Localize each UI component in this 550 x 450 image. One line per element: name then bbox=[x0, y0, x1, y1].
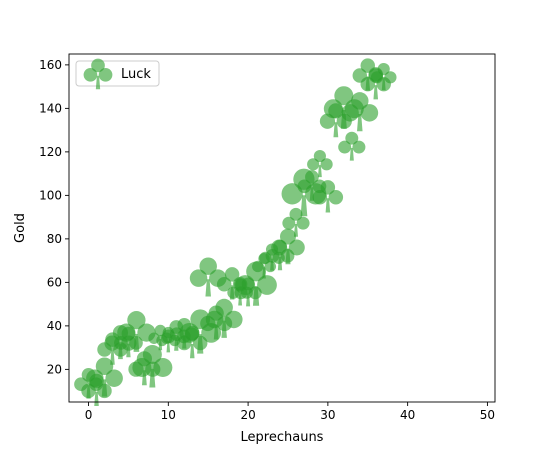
legend-label: Luck bbox=[121, 67, 151, 82]
y-tick-label: 60 bbox=[47, 275, 62, 289]
y-tick-label: 40 bbox=[47, 319, 62, 333]
plot-frame bbox=[68, 53, 496, 403]
y-tick-label: 100 bbox=[39, 188, 62, 202]
x-tick-label: 20 bbox=[240, 408, 255, 422]
x-tick-label: 40 bbox=[400, 408, 415, 422]
y-tick-label: 160 bbox=[39, 58, 62, 72]
x-tick-label: 50 bbox=[480, 408, 495, 422]
x-tick-label: 30 bbox=[320, 408, 335, 422]
x-tick-label: 10 bbox=[161, 408, 176, 422]
legend: Luck bbox=[75, 58, 160, 90]
y-tick-label: 80 bbox=[47, 232, 62, 246]
x-axis-label: Leprechauns bbox=[241, 430, 324, 445]
y-axis-label: Gold bbox=[13, 213, 28, 243]
x-tick-label: 0 bbox=[85, 408, 93, 422]
plot-background bbox=[69, 54, 495, 402]
plot-area bbox=[69, 54, 495, 402]
axes: 0 10 20 30 40 50 20 40 60 80 100 120 140 160 Leprechau… bbox=[13, 53, 496, 445]
y-tick-label: 140 bbox=[39, 101, 62, 115]
y-tick-label: 20 bbox=[47, 362, 62, 376]
y-tick-label: 120 bbox=[39, 145, 62, 159]
